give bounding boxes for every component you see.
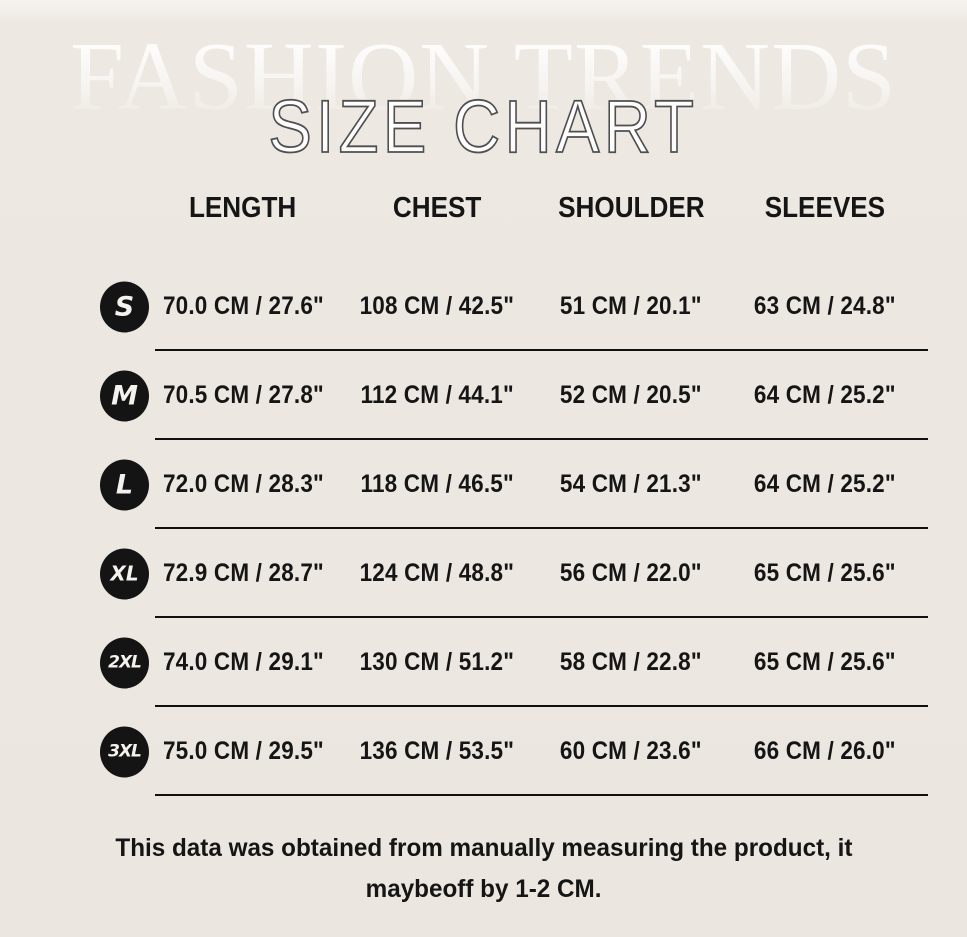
size-badge-l-label: L [115, 469, 134, 500]
chest-value: 130 CM / 51.2" [340, 648, 534, 677]
sleeves-value: 65 CM / 25.6" [728, 559, 922, 588]
size-badge-2xl: 2XL [100, 637, 149, 688]
size-badge-xl: XL [100, 548, 149, 599]
length-value-text: 70.0 CM / 27.6" [162, 292, 324, 320]
length-value: 72.0 CM / 28.3" [146, 470, 340, 499]
size-badge-3xl-label: 3XL [108, 741, 142, 762]
shoulder-value: 60 CM / 23.6" [534, 737, 728, 766]
sleeves-value-text: 66 CM / 26.0" [754, 737, 896, 765]
sleeves-value-text: 64 CM / 25.2" [754, 381, 896, 409]
column-header-sleeves: SLEEVES [728, 192, 922, 225]
size-badge-3xl: 3XL [100, 726, 149, 777]
length-value: 75.0 CM / 29.5" [146, 737, 340, 766]
shoulder-value: 56 CM / 22.0" [534, 559, 728, 588]
chest-value-text: 130 CM / 51.2" [359, 648, 515, 676]
sleeves-value: 63 CM / 24.8" [728, 292, 922, 321]
length-value: 70.0 CM / 27.6" [146, 292, 340, 321]
chest-value-text: 124 CM / 48.8" [359, 559, 515, 587]
size-badge-m-label: M [111, 380, 138, 411]
shoulder-value-text: 51 CM / 20.1" [560, 292, 702, 320]
chest-value-text: 118 CM / 46.5" [360, 470, 514, 498]
column-header-sleeves-label: SLEEVES [764, 192, 886, 224]
length-value: 74.0 CM / 29.1" [146, 648, 340, 677]
disclaimer-line-1-text: This data was obtained from manually mea… [114, 834, 853, 862]
length-value-text: 75.0 CM / 29.5" [162, 737, 324, 765]
column-header-shoulder-label: SHOULDER [557, 192, 705, 224]
chest-value: 124 CM / 48.8" [340, 559, 534, 588]
disclaimer-line-2-text: maybeoff by 1-2 CM. [365, 875, 602, 903]
table-row-s: S 70.0 CM / 27.6" 108 CM / 42.5" 51 CM /… [0, 262, 967, 351]
sleeves-value-text: 63 CM / 24.8" [754, 292, 896, 320]
shoulder-value-text: 58 CM / 22.8" [560, 648, 702, 676]
table-row-xl: XL 72.9 CM / 28.7" 124 CM / 48.8" 56 CM … [0, 529, 967, 618]
column-header-chest: CHEST [340, 192, 534, 225]
size-badge-m: M [100, 370, 149, 421]
shoulder-value: 52 CM / 20.5" [534, 381, 728, 410]
length-value-text: 72.0 CM / 28.3" [162, 470, 324, 498]
length-value-text: 74.0 CM / 29.1" [162, 648, 324, 676]
table-row-3xl: 3XL 75.0 CM / 29.5" 136 CM / 53.5" 60 CM… [0, 707, 967, 796]
table-row-2xl: 2XL 74.0 CM / 29.1" 130 CM / 51.2" 58 CM… [0, 618, 967, 707]
sleeves-value: 66 CM / 26.0" [728, 737, 922, 766]
size-badge-2xl-label: 2XL [108, 652, 142, 673]
column-header-chest-label: CHEST [392, 192, 482, 224]
size-badge-xl-label: XL [110, 561, 139, 586]
shoulder-value-text: 52 CM / 20.5" [560, 381, 702, 409]
chest-value: 118 CM / 46.5" [340, 470, 534, 499]
column-header-shoulder: SHOULDER [534, 192, 728, 225]
sleeves-value: 64 CM / 25.2" [728, 470, 922, 499]
disclaimer-line-1: This data was obtained from manually mea… [0, 828, 967, 869]
shoulder-value-text: 56 CM / 22.0" [560, 559, 702, 587]
size-badge-s: S [100, 281, 149, 332]
length-value-text: 72.9 CM / 28.7" [162, 559, 324, 587]
table-row-m: M 70.5 CM / 27.8" 112 CM / 44.1" 52 CM /… [0, 351, 967, 440]
sleeves-value: 65 CM / 25.6" [728, 648, 922, 677]
shoulder-value-text: 60 CM / 23.6" [560, 737, 702, 765]
sleeves-value-text: 65 CM / 25.6" [754, 559, 896, 587]
sleeves-value: 64 CM / 25.2" [728, 381, 922, 410]
page-title: SIZE CHART [0, 84, 967, 169]
table-row-l: L 72.0 CM / 28.3" 118 CM / 46.5" 54 CM /… [0, 440, 967, 529]
column-header-length: LENGTH [146, 192, 340, 225]
disclaimer-line-2: maybeoff by 1-2 CM. [0, 869, 967, 910]
sleeves-value-text: 65 CM / 25.6" [754, 648, 896, 676]
size-badge-s-label: S [114, 291, 135, 322]
chest-value-text: 112 CM / 44.1" [360, 381, 514, 409]
table-body: S 70.0 CM / 27.6" 108 CM / 42.5" 51 CM /… [0, 262, 967, 796]
chest-value: 112 CM / 44.1" [340, 381, 534, 410]
sleeves-value-text: 64 CM / 25.2" [754, 470, 896, 498]
chest-value: 136 CM / 53.5" [340, 737, 534, 766]
length-value: 70.5 CM / 27.8" [146, 381, 340, 410]
measurement-disclaimer: This data was obtained from manually mea… [0, 828, 967, 910]
column-header-length-label: LENGTH [189, 192, 297, 224]
shoulder-value: 54 CM / 21.3" [534, 470, 728, 499]
chest-value: 108 CM / 42.5" [340, 292, 534, 321]
table-header-row: LENGTH CHEST SHOULDER SLEEVES [0, 192, 967, 225]
length-value: 72.9 CM / 28.7" [146, 559, 340, 588]
shoulder-value: 58 CM / 22.8" [534, 648, 728, 677]
size-badge-l: L [100, 459, 149, 510]
chest-value-text: 108 CM / 42.5" [359, 292, 515, 320]
page-title-text: SIZE CHART [268, 84, 699, 169]
shoulder-value: 51 CM / 20.1" [534, 292, 728, 321]
length-value-text: 70.5 CM / 27.8" [162, 381, 324, 409]
shoulder-value-text: 54 CM / 21.3" [560, 470, 702, 498]
chest-value-text: 136 CM / 53.5" [359, 737, 515, 765]
